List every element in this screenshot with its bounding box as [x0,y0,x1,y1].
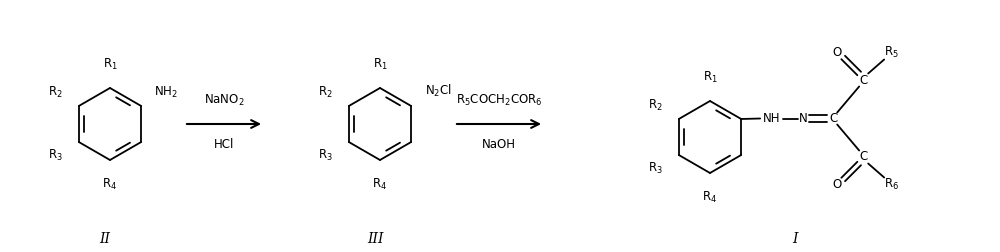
Text: O: O [833,178,842,191]
Text: C: C [859,150,867,163]
Text: NH: NH [762,112,780,125]
Text: R$_5$COCH$_2$COR$_6$: R$_5$COCH$_2$COR$_6$ [456,92,542,108]
Text: R$_3$: R$_3$ [318,148,333,163]
Text: R$_3$: R$_3$ [648,161,663,176]
Text: HCl: HCl [214,138,234,150]
Text: R$_4$: R$_4$ [372,176,388,192]
Text: NH$_2$: NH$_2$ [154,84,177,100]
Text: R$_1$: R$_1$ [373,56,387,72]
Text: II: II [100,232,110,246]
Text: R$_2$: R$_2$ [48,85,63,100]
Text: I: I [792,232,798,246]
Text: C: C [829,112,837,125]
Text: R$_1$: R$_1$ [703,70,717,85]
Text: R$_6$: R$_6$ [884,177,899,192]
Text: R$_4$: R$_4$ [102,176,118,192]
Text: NaNO$_2$: NaNO$_2$ [204,92,244,108]
Text: O: O [833,46,842,59]
Text: NaOH: NaOH [482,138,516,150]
Text: R$_5$: R$_5$ [884,45,899,60]
Text: N$_2$Cl: N$_2$Cl [425,82,451,99]
Text: R$_1$: R$_1$ [103,56,117,72]
Text: C: C [859,74,867,87]
Text: R$_3$: R$_3$ [48,148,63,163]
Text: N: N [799,112,808,125]
Text: R$_2$: R$_2$ [318,85,333,100]
Text: III: III [367,232,383,246]
Text: R$_4$: R$_4$ [702,190,718,205]
Text: R$_2$: R$_2$ [648,98,663,113]
